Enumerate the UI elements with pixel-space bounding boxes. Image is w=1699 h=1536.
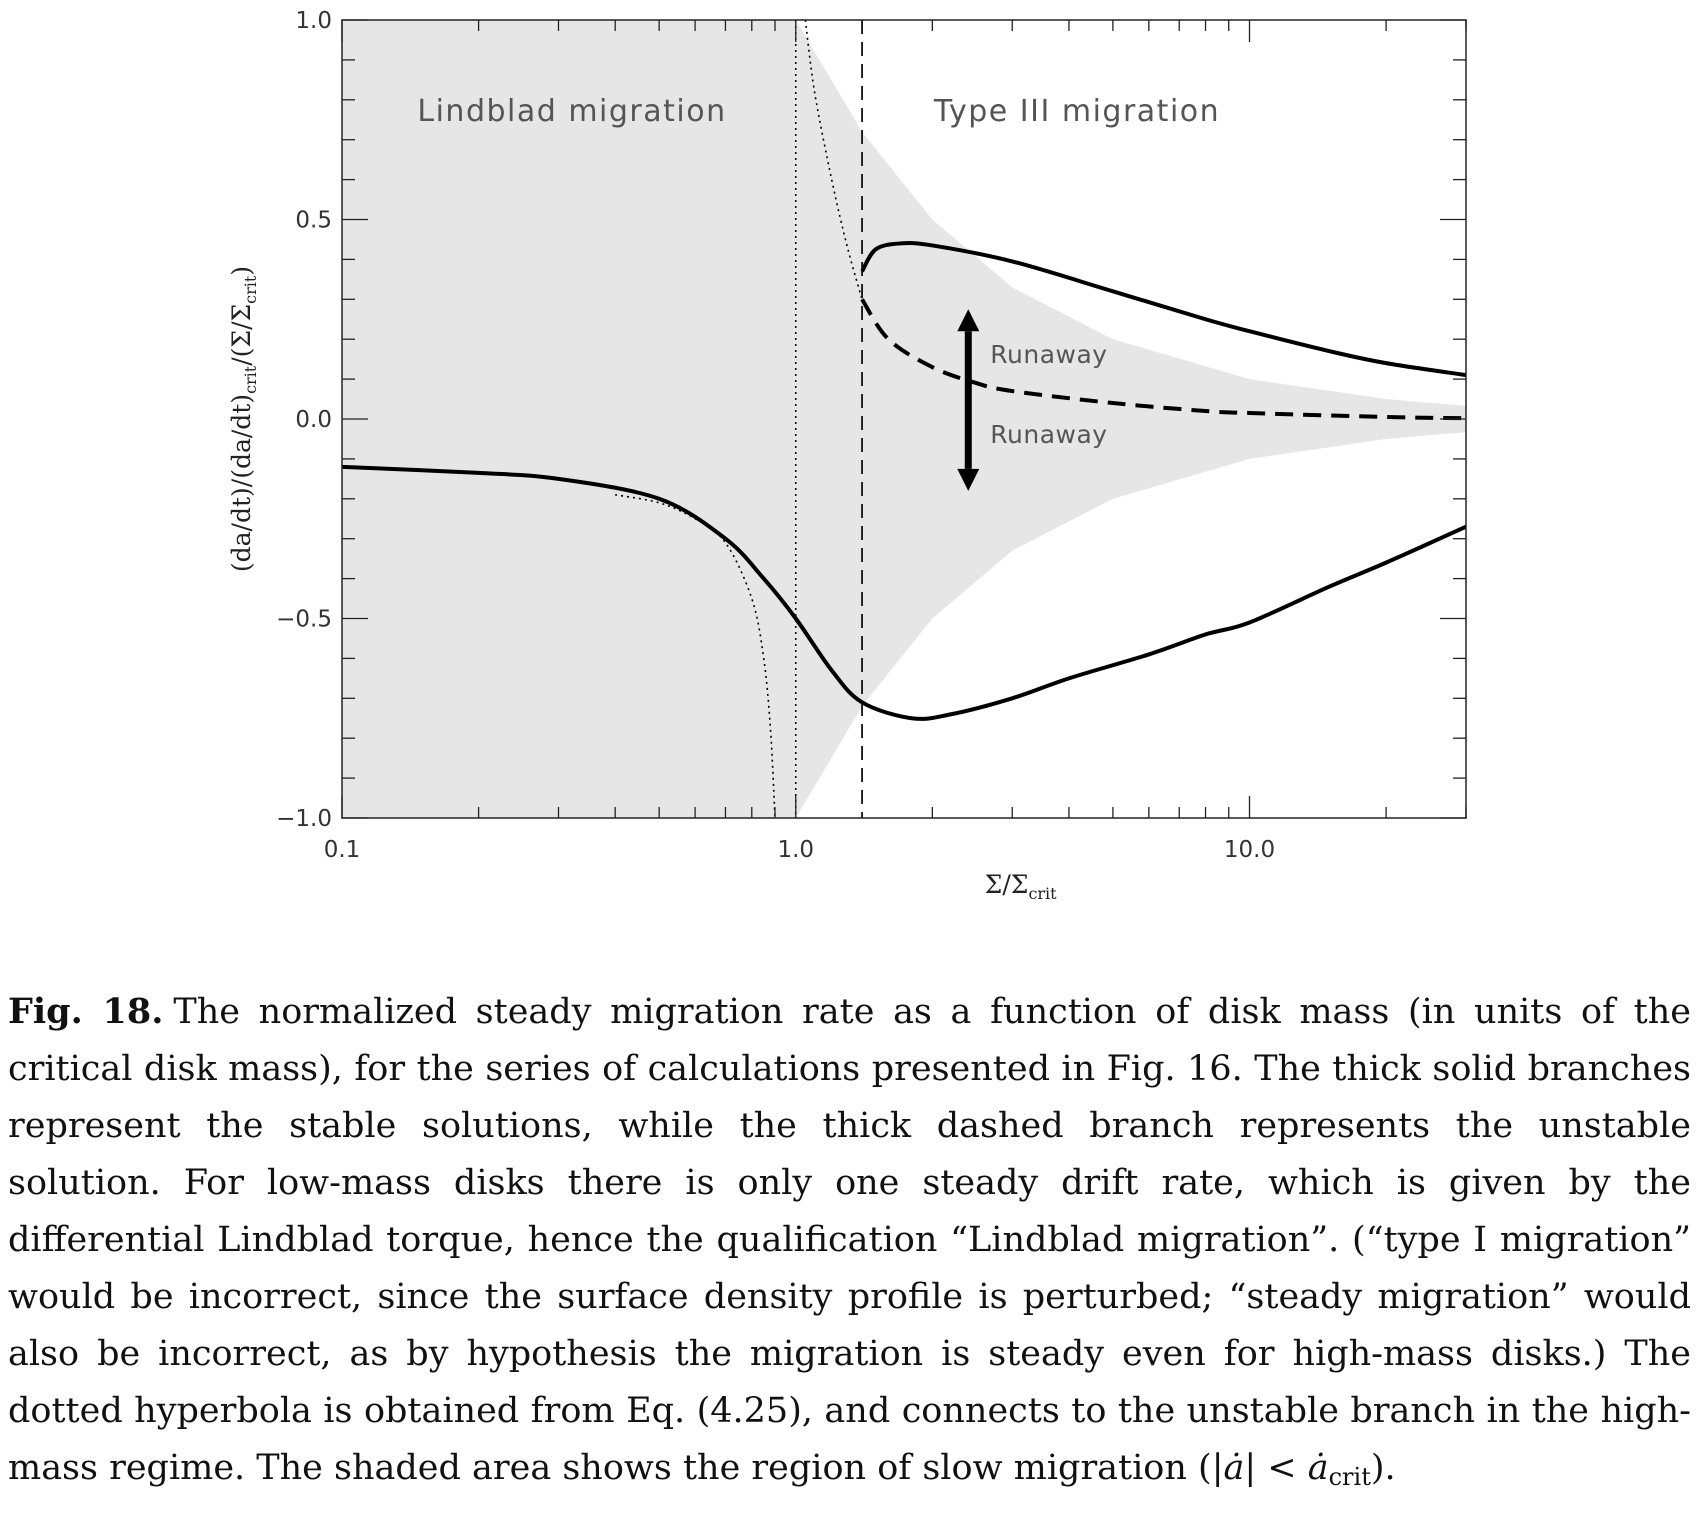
y-tick-label: 0.5 [295, 208, 332, 234]
y-tick-label: 1.0 [295, 8, 332, 34]
figure-label: Fig. 18. [8, 991, 164, 1032]
runaway-arrow-up-head [957, 309, 980, 332]
lindblad-shaded-region [342, 20, 796, 818]
caption-math-subscript: crit [1328, 1463, 1371, 1491]
migration-rate-chart: 0.1 1.0 10.0 1.0 0.5 0.0 −0.5 −1.0 Σ/Σcrit (da/dt… [227, 8, 1467, 903]
x-axis-label: Σ/Σcrit [985, 870, 1058, 903]
y-tick-label: −1.0 [276, 806, 332, 832]
unstable-branch [860, 298, 1466, 421]
type3-region-label: Type III migration [933, 94, 1220, 129]
stable-branch-1 [860, 240, 1466, 378]
y-tick-label: 0.0 [295, 407, 332, 433]
x-tick-label: 10.0 [1224, 837, 1275, 863]
x-tick-label: 0.1 [324, 837, 361, 863]
caption-math-expression: |ȧ| < ȧ [1211, 1448, 1329, 1488]
figure-caption: Fig. 18. The normalized steady migration … [8, 983, 1691, 1506]
runaway-label-down: Runaway [990, 420, 1107, 449]
caption-text: The normalized steady migration rate as … [8, 992, 1691, 1488]
runaway-arrow-down-head [957, 468, 980, 491]
y-tick-label: −0.5 [276, 607, 332, 633]
lindblad-region-label: Lindblad migration [417, 94, 726, 129]
figure: 0.1 1.0 10.0 1.0 0.5 0.0 −0.5 −1.0 Σ/Σcrit (da/dt… [227, 8, 1467, 903]
caption-end: ). [1370, 1448, 1396, 1488]
slow-migration-shaded-region [795, 20, 1466, 818]
dotted-hyperbola-3 [615, 494, 776, 818]
caption-math: |ȧ| < ȧcrit [1211, 1448, 1371, 1491]
y-axis-label: (da/dt)/(da/dt)crit/(Σ/Σcrit) [227, 266, 260, 572]
runaway-label-up: Runaway [990, 340, 1107, 369]
x-tick-label: 1.0 [777, 837, 814, 863]
stable-branch-0 [342, 464, 1466, 721]
